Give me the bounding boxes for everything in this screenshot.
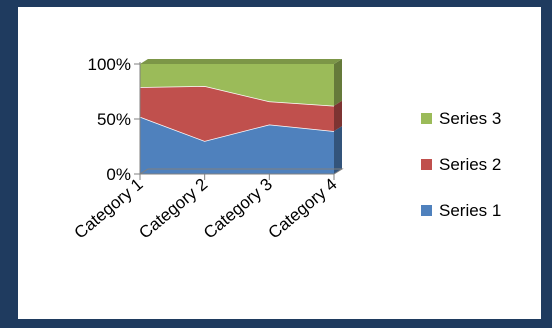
- category-label: Category 1: [71, 175, 147, 243]
- series-series-3: [140, 59, 342, 106]
- area-series-1: [140, 116, 334, 174]
- legend-label: Series 3: [439, 109, 501, 128]
- plot-layer: [139, 59, 342, 174]
- legend: Series 3 Series 2 Series 1: [421, 109, 501, 220]
- area-top-series-3: [140, 59, 342, 64]
- legend-label: Series 1: [439, 201, 501, 220]
- legend-swatch: [421, 205, 432, 216]
- legend-item-series-3: Series 3: [421, 109, 501, 128]
- area-side-series-1: [334, 126, 342, 174]
- legend-label: Series 2: [439, 155, 501, 174]
- area-side-series-2: [334, 100, 342, 132]
- y-tick-label: 0%: [106, 165, 131, 184]
- legend-swatch: [421, 113, 432, 124]
- area-series-3: [140, 64, 334, 106]
- category-label: Category 3: [200, 175, 276, 243]
- y-tick-label: 100%: [88, 55, 131, 74]
- series-series-2: [139, 85, 342, 141]
- y-tick-label: 50%: [97, 110, 131, 129]
- legend-item-series-2: Series 2: [421, 155, 501, 174]
- area-series-2: [140, 86, 334, 141]
- legend-item-series-1: Series 1: [421, 201, 501, 220]
- category-label: Category 2: [135, 175, 211, 243]
- category-label: Category 4: [265, 175, 341, 243]
- area-side-series-3: [334, 59, 342, 106]
- legend-swatch: [421, 159, 432, 170]
